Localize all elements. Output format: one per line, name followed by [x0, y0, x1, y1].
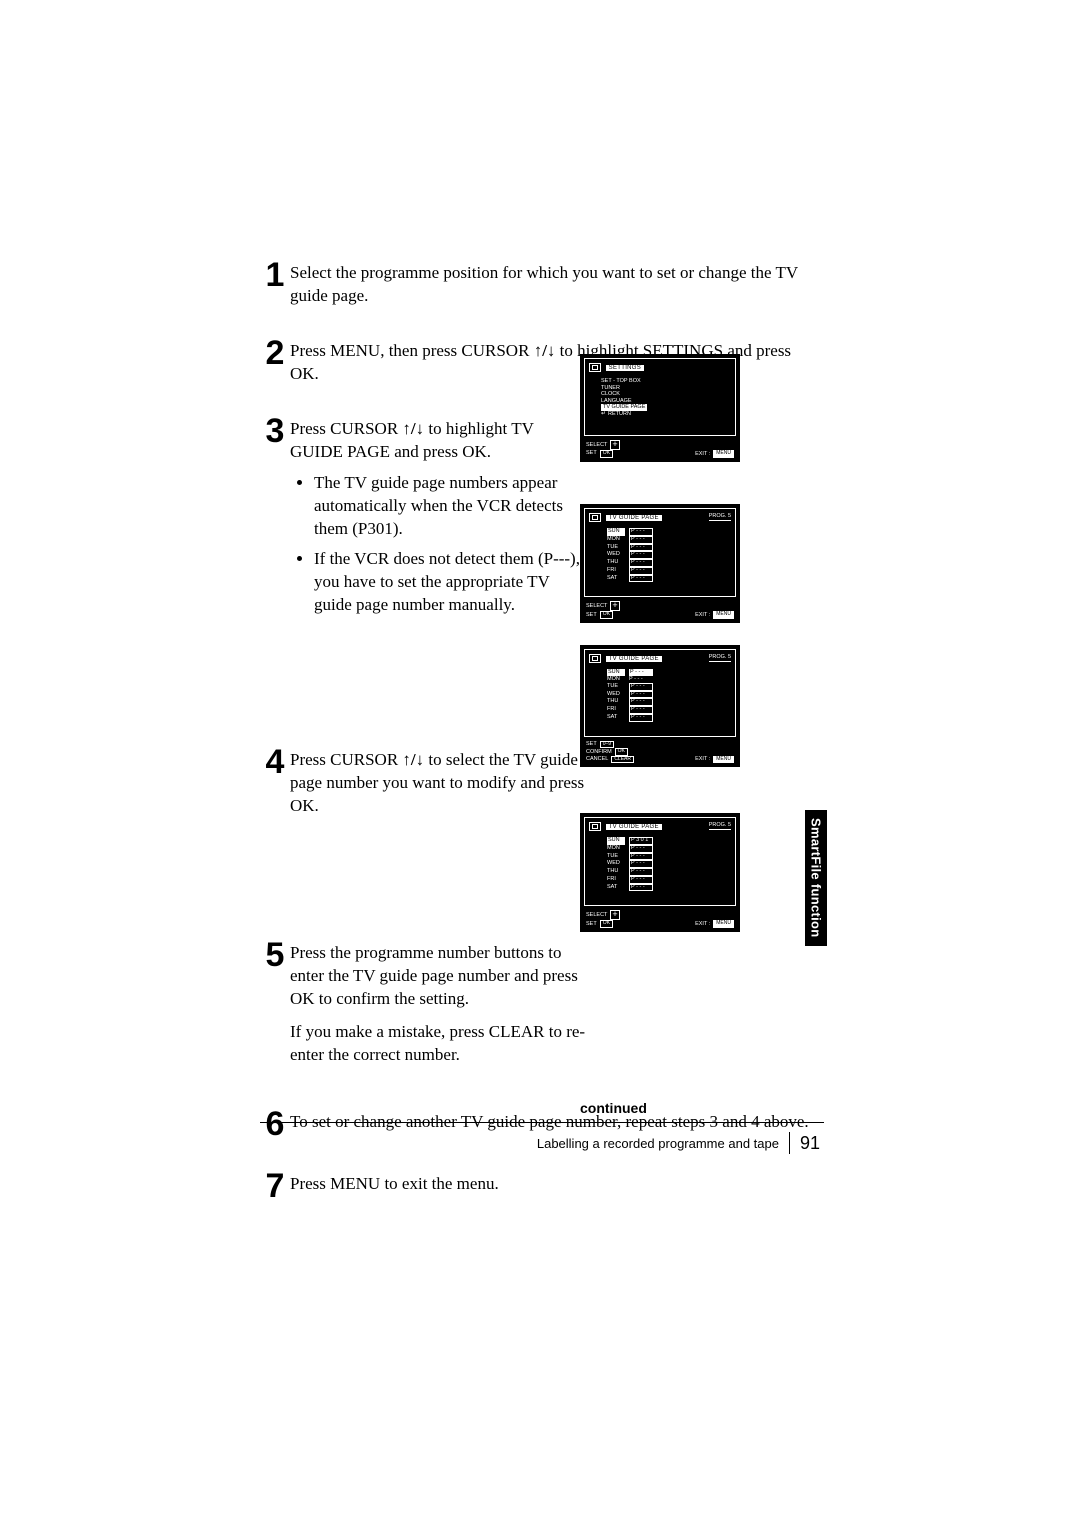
step-7: 7 Press MENU to exit the menu.	[260, 1169, 820, 1203]
osd-prog: PROG. 5	[709, 822, 731, 830]
step-number: 3	[260, 414, 290, 448]
osd-footer: SELECT SETOK EXIT : MENU	[584, 599, 736, 619]
osd-title: TV GUIDE PAGE	[606, 824, 662, 830]
footer-title: Labelling a recorded programme and tape	[537, 1136, 779, 1151]
step-text: Press the programme number buttons to en…	[290, 938, 820, 1067]
osd-prog: PROG. 5	[709, 513, 731, 521]
step-text: Press CURSOR ↑/↓ to select the TV guide …	[290, 745, 820, 818]
step-number: 6	[260, 1107, 290, 1141]
footer-rule	[260, 1122, 824, 1123]
osd-menu-item: SET - TOP BOX	[601, 378, 731, 385]
step-text: Select the programme position for which …	[290, 258, 820, 308]
page-footer: Labelling a recorded programme and tape …	[537, 1132, 820, 1154]
bullet-item: If the VCR does not detect them (P---), …	[314, 548, 590, 617]
cursor-arrows-icon: ↑/↓	[402, 750, 424, 769]
section-tab: SmartFile function	[805, 810, 827, 946]
bullet-item: The TV guide page numbers appear automat…	[314, 472, 590, 541]
tv-icon	[589, 363, 601, 372]
osd-footer: SELECT SETOK EXIT : MENU	[584, 908, 736, 928]
tv-icon	[589, 654, 601, 663]
step-1: 1 Select the programme position for whic…	[260, 258, 820, 308]
osd-menu-item: CLOCK	[601, 391, 731, 398]
cursor-arrows-icon: ↑/↓	[402, 419, 424, 438]
osd-title: TV GUIDE PAGE	[606, 515, 662, 521]
step-text: Press MENU, then press CURSOR ↑/↓ to hig…	[290, 336, 820, 386]
osd-day-table: SUNP - - - MONP - - - TUEP - - - WEDP - …	[607, 528, 731, 582]
osd-menu-item-selected: TV GUIDE PAGE	[601, 404, 647, 411]
step-text: Press MENU to exit the menu.	[290, 1169, 820, 1196]
step-number: 4	[260, 745, 290, 779]
osd-footer: SET0–9 CONFIRMOK CANCELCLEAR EXIT : MENU	[584, 739, 736, 764]
dpad-icon	[610, 440, 620, 450]
osd-title: SETTINGS	[606, 365, 644, 371]
osd-settings: SETTINGS SET - TOP BOX TUNER CLOCK LANGU…	[580, 354, 740, 462]
dpad-icon	[610, 601, 620, 611]
osd-day-table: SUNP - - - MONP - - - TUEP - - - WEDP - …	[607, 669, 731, 722]
osd-guide-b: TV GUIDE PAGE PROG. 5 SUNP - - - MONP - …	[580, 645, 740, 767]
step-number: 1	[260, 258, 290, 292]
osd-guide-a: TV GUIDE PAGE PROG. 5 SUNP - - - MONP - …	[580, 504, 740, 623]
page-number: 91	[789, 1132, 820, 1154]
osd-footer: SELECT SETOK EXIT : MENU	[584, 438, 736, 458]
osd-menu-item: LANGUAGE	[601, 398, 731, 405]
osd-guide-c: TV GUIDE PAGE PROG. 5 SUNP 3 0 1 MONP - …	[580, 813, 740, 932]
step-number: 5	[260, 938, 290, 972]
step-text: Press CURSOR ↑/↓ to highlight TV GUIDE P…	[290, 414, 820, 626]
osd-return: RETURN	[601, 411, 731, 418]
osd-menu-item: TUNER	[601, 385, 731, 392]
osd-title: TV GUIDE PAGE	[606, 656, 662, 662]
continued-label: continued	[580, 1100, 647, 1116]
tv-icon	[589, 822, 601, 831]
osd-menu-list: SET - TOP BOX TUNER CLOCK LANGUAGE TV GU…	[601, 378, 731, 418]
tv-icon	[589, 513, 601, 522]
step-number: 2	[260, 336, 290, 370]
osd-day-table: SUNP 3 0 1 MONP - - - TUEP - - - WEDP - …	[607, 837, 731, 891]
step-number: 7	[260, 1169, 290, 1203]
step-bullets: The TV guide page numbers appear automat…	[290, 472, 590, 618]
step-5: 5 Press the programme number buttons to …	[260, 938, 820, 1067]
dpad-icon	[610, 910, 620, 920]
cursor-arrows-icon: ↑/↓	[534, 341, 556, 360]
step-text: To set or change another TV guide page n…	[290, 1107, 820, 1134]
osd-prog: PROG. 5	[709, 654, 731, 662]
